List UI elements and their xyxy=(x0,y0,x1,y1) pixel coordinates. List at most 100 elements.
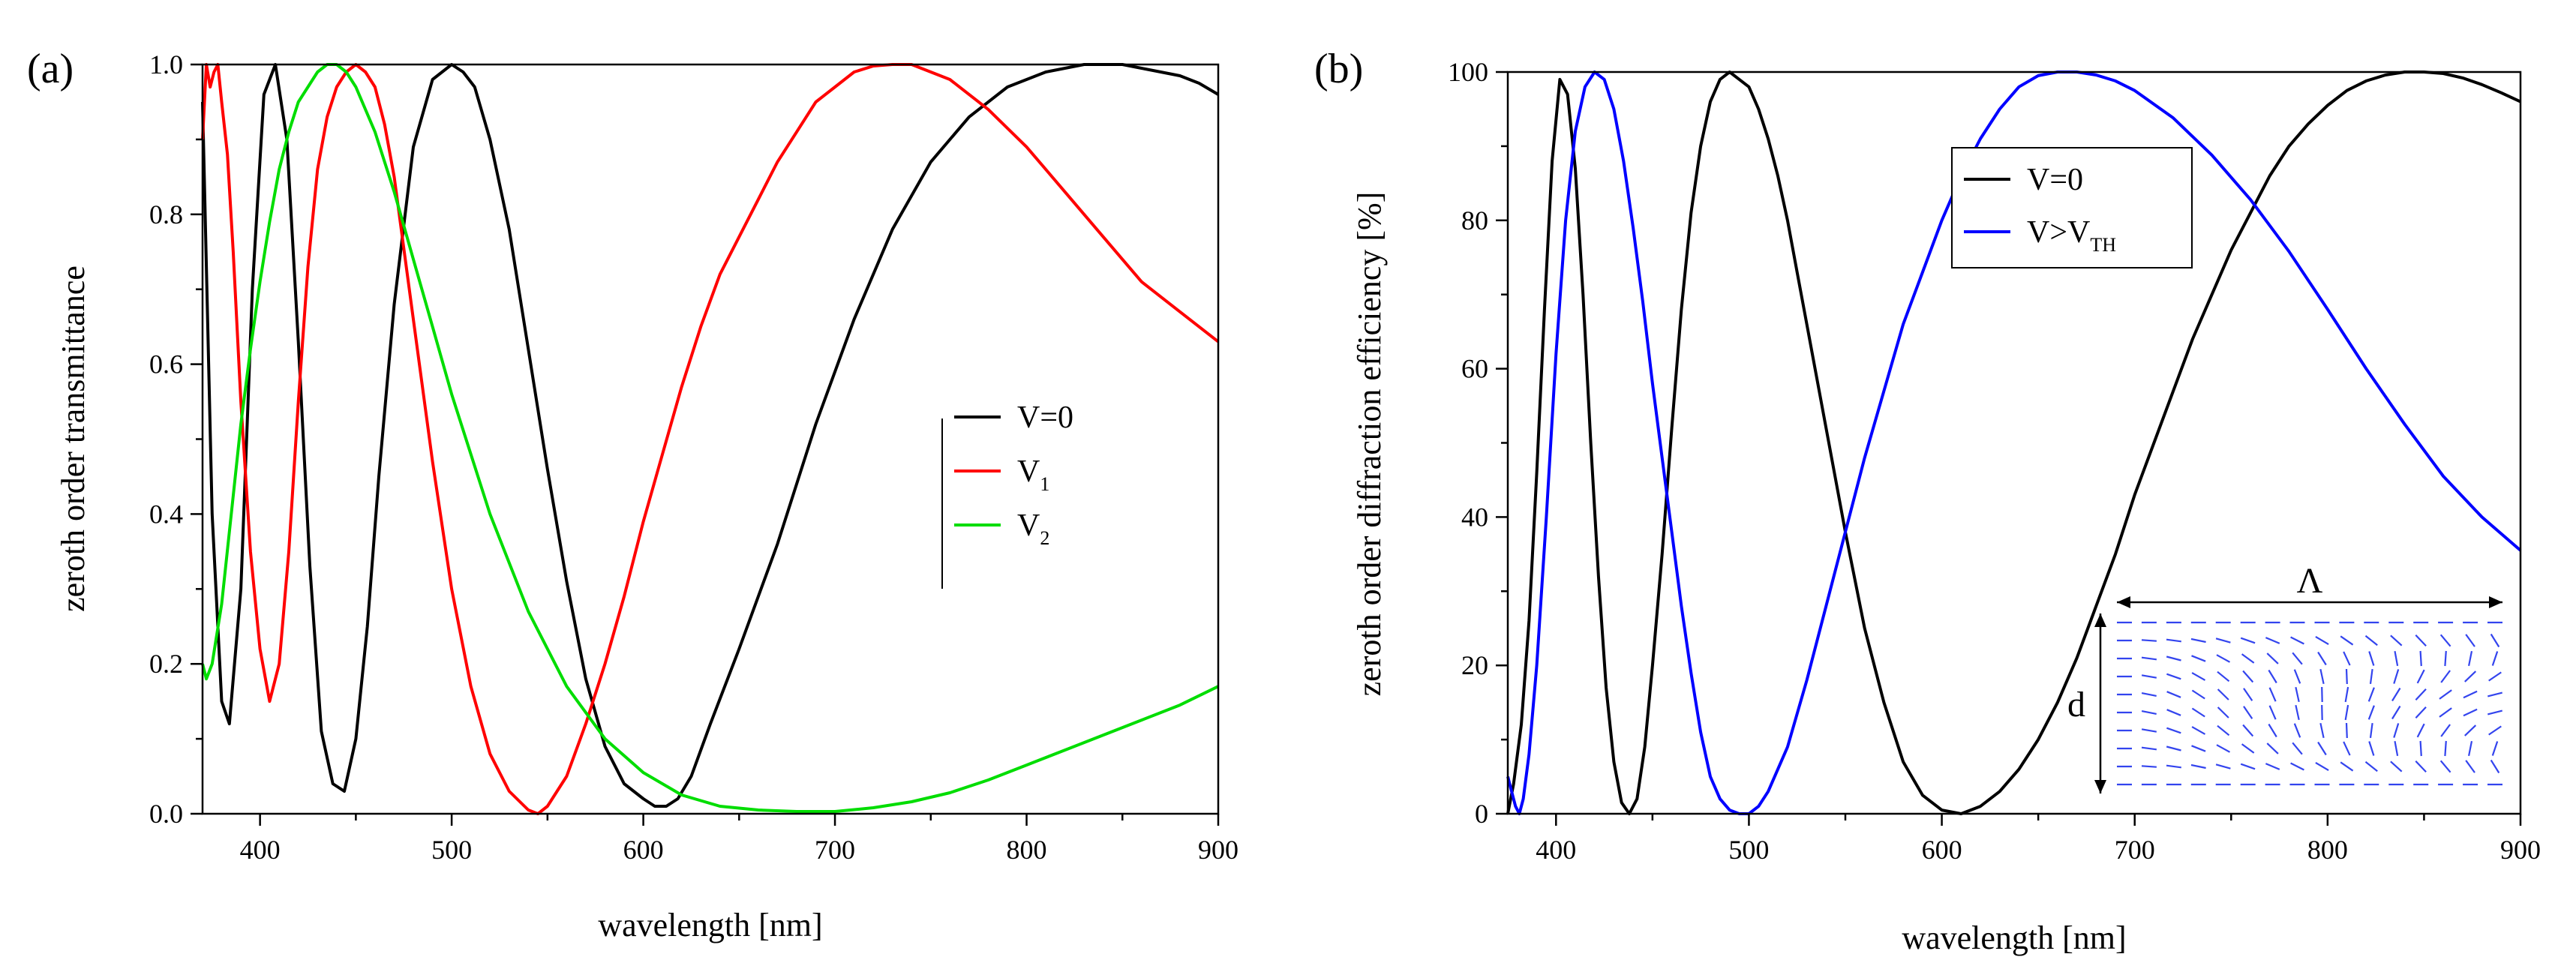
panel-a-series-line-2 xyxy=(201,63,1219,813)
inset-director-dash xyxy=(2491,651,2499,666)
inset-director-dash xyxy=(2439,689,2452,700)
panel-b-y-axis-label: zeroth order diffraction efficiency [%] xyxy=(1351,192,1388,697)
panel-a-x-tick-label: 400 xyxy=(240,835,281,865)
panel-b-ticks: 400 500 600 700 800 900 0 20 40 60 80 100 xyxy=(1448,57,2541,865)
panel-b-legend-frame xyxy=(1951,147,2193,268)
panel-a-legend-label: V1 xyxy=(1017,454,1049,495)
inset-director-dash xyxy=(2364,634,2378,646)
panel-b-legend-label: V=0 xyxy=(2027,163,2083,197)
inset-director-dash xyxy=(2293,723,2301,738)
inset-director-dash xyxy=(2141,656,2157,661)
inset-director-dash xyxy=(2191,707,2205,718)
inset-director-dash xyxy=(2243,706,2253,719)
inset-director-dash xyxy=(2243,688,2253,701)
panel-b-x-axis-label: wavelength [nm] xyxy=(1902,920,2126,956)
panel-b-chart: (b) 400 500 600 700 800 900 0 20 40 60 80 100 wavel… xyxy=(1314,46,2541,956)
panel-b-label: (b) xyxy=(1314,46,1363,92)
inset-director-dash xyxy=(2390,760,2403,772)
inset-director-dash xyxy=(2468,740,2473,757)
inset-director-dash xyxy=(2394,651,2399,666)
inset-director-field xyxy=(2117,621,2502,786)
inset-director-dash xyxy=(2390,634,2403,646)
inset-director-dash xyxy=(2295,704,2300,721)
inset-director-dash xyxy=(2265,763,2280,770)
inset-director-dash xyxy=(2440,724,2451,737)
panel-a-y-tick-label: 0.6 xyxy=(149,350,183,380)
inset-director-dash xyxy=(2440,670,2451,683)
inset-director-dash xyxy=(2191,726,2206,735)
inset-director-dash xyxy=(2268,687,2277,702)
inset-director-dash xyxy=(2344,704,2349,721)
inset-director-dash xyxy=(2141,710,2157,715)
panel-b-series-line-0 xyxy=(1506,70,2521,815)
inset-director-dash xyxy=(2266,742,2279,754)
panel-a-y-axis-label: zeroth order transmittance xyxy=(55,266,92,612)
panel-a-legend-label: V2 xyxy=(1017,508,1049,549)
inset-director-dash xyxy=(2191,689,2205,700)
inset-director-dash xyxy=(2393,723,2400,738)
inset-director-dash xyxy=(2317,651,2327,666)
inset-director-dash xyxy=(2190,764,2206,770)
inset-director-dash xyxy=(2345,722,2348,739)
inset-director-dash xyxy=(2317,741,2327,756)
inset-director-dash xyxy=(2290,762,2304,771)
panel-a-x-tick-label: 700 xyxy=(815,835,855,865)
inset-director-dash xyxy=(2391,687,2401,702)
panel-a-x-tick-label: 500 xyxy=(431,835,472,865)
inset-director-dash xyxy=(2368,651,2375,666)
inset-director-dash xyxy=(2415,760,2427,772)
inset-director-dash xyxy=(2464,724,2477,736)
panel-b-x-tick-label: 400 xyxy=(1536,835,1576,865)
panel-a-plot-frame xyxy=(201,63,1220,815)
director-inset-diagram: Λ d xyxy=(2067,561,2502,794)
inset-director-dash xyxy=(2191,745,2206,752)
inset-director-dash xyxy=(2319,668,2325,685)
inset-director-dash xyxy=(2240,763,2256,770)
inset-director-dash xyxy=(2340,635,2354,646)
panel-b-y-tick-label: 80 xyxy=(1461,206,1488,236)
inset-director-dash xyxy=(2465,760,2475,773)
panel-a-y-tick-label: 0.4 xyxy=(149,499,183,529)
inset-thickness-symbol: d xyxy=(2067,685,2085,724)
panel-b-x-tick-label: 900 xyxy=(2500,835,2541,865)
inset-director-dash xyxy=(2141,728,2157,733)
inset-director-dash xyxy=(2268,669,2277,684)
panel-a-series-line-1 xyxy=(201,63,1220,815)
inset-director-dash xyxy=(2393,669,2400,684)
inset-director-dash xyxy=(2166,656,2181,662)
inset-director-dash xyxy=(2367,687,2375,702)
inset-director-dash xyxy=(2293,669,2301,684)
inset-director-dash xyxy=(2141,692,2157,697)
inset-director-dash xyxy=(2295,686,2300,703)
panel-a-y-tick-label: 0.2 xyxy=(149,649,183,679)
inset-director-dash xyxy=(2416,669,2425,684)
inset-director-dash xyxy=(2488,725,2502,736)
inset-director-dash xyxy=(2488,671,2502,682)
panel-b-x-tick-label: 600 xyxy=(1922,835,1962,865)
panel-a-label: (a) xyxy=(27,46,74,92)
inset-director-dash xyxy=(2465,634,2475,647)
panel-a-y-tick-label: 1.0 xyxy=(149,50,183,80)
inset-director-dash xyxy=(2268,723,2277,738)
inset-director-dash xyxy=(2439,760,2451,773)
inset-director-dash xyxy=(2166,727,2181,734)
inset-director-dash xyxy=(2343,651,2351,666)
panel-b-y-tick-label: 60 xyxy=(1461,354,1488,384)
inset-director-dash xyxy=(2166,764,2181,769)
inset-director-dash xyxy=(2166,709,2181,716)
inset-director-dash xyxy=(2369,722,2373,739)
panel-a-legend-label: V=0 xyxy=(1017,400,1073,435)
inset-director-dash xyxy=(2439,634,2451,647)
inset-director-dash xyxy=(2166,673,2181,680)
panel-b-y-tick-label: 0 xyxy=(1475,799,1488,829)
inset-director-dash xyxy=(2217,724,2230,736)
inset-director-dash xyxy=(2292,652,2303,665)
panel-a-x-tick-label: 900 xyxy=(1198,835,1238,865)
panel-b-x-tick-label: 500 xyxy=(1728,835,1769,865)
inset-director-dash xyxy=(2340,761,2354,772)
panel-b-legend-label: V>VTH xyxy=(2027,215,2116,256)
panel-b-series-line-1 xyxy=(1506,70,2522,815)
inset-director-dash xyxy=(2290,636,2304,645)
inset-director-dash xyxy=(2415,688,2427,701)
panel-b-x-tick-label: 700 xyxy=(2115,835,2155,865)
